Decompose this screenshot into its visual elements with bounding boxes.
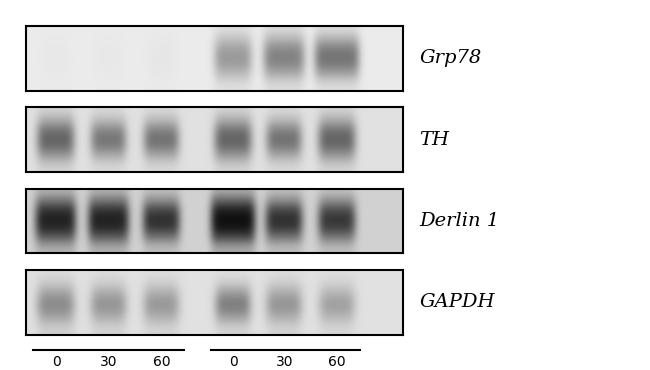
Text: TH: TH (419, 131, 449, 149)
Text: 60: 60 (328, 355, 346, 369)
Text: 0: 0 (229, 355, 238, 369)
Text: 30: 30 (276, 355, 293, 369)
Text: 30: 30 (100, 355, 118, 369)
Text: 60: 60 (153, 355, 170, 369)
Text: Derlin 1: Derlin 1 (419, 212, 499, 230)
Text: Grp78: Grp78 (419, 49, 482, 67)
Text: 0: 0 (52, 355, 60, 369)
Text: GAPDH: GAPDH (419, 293, 495, 312)
